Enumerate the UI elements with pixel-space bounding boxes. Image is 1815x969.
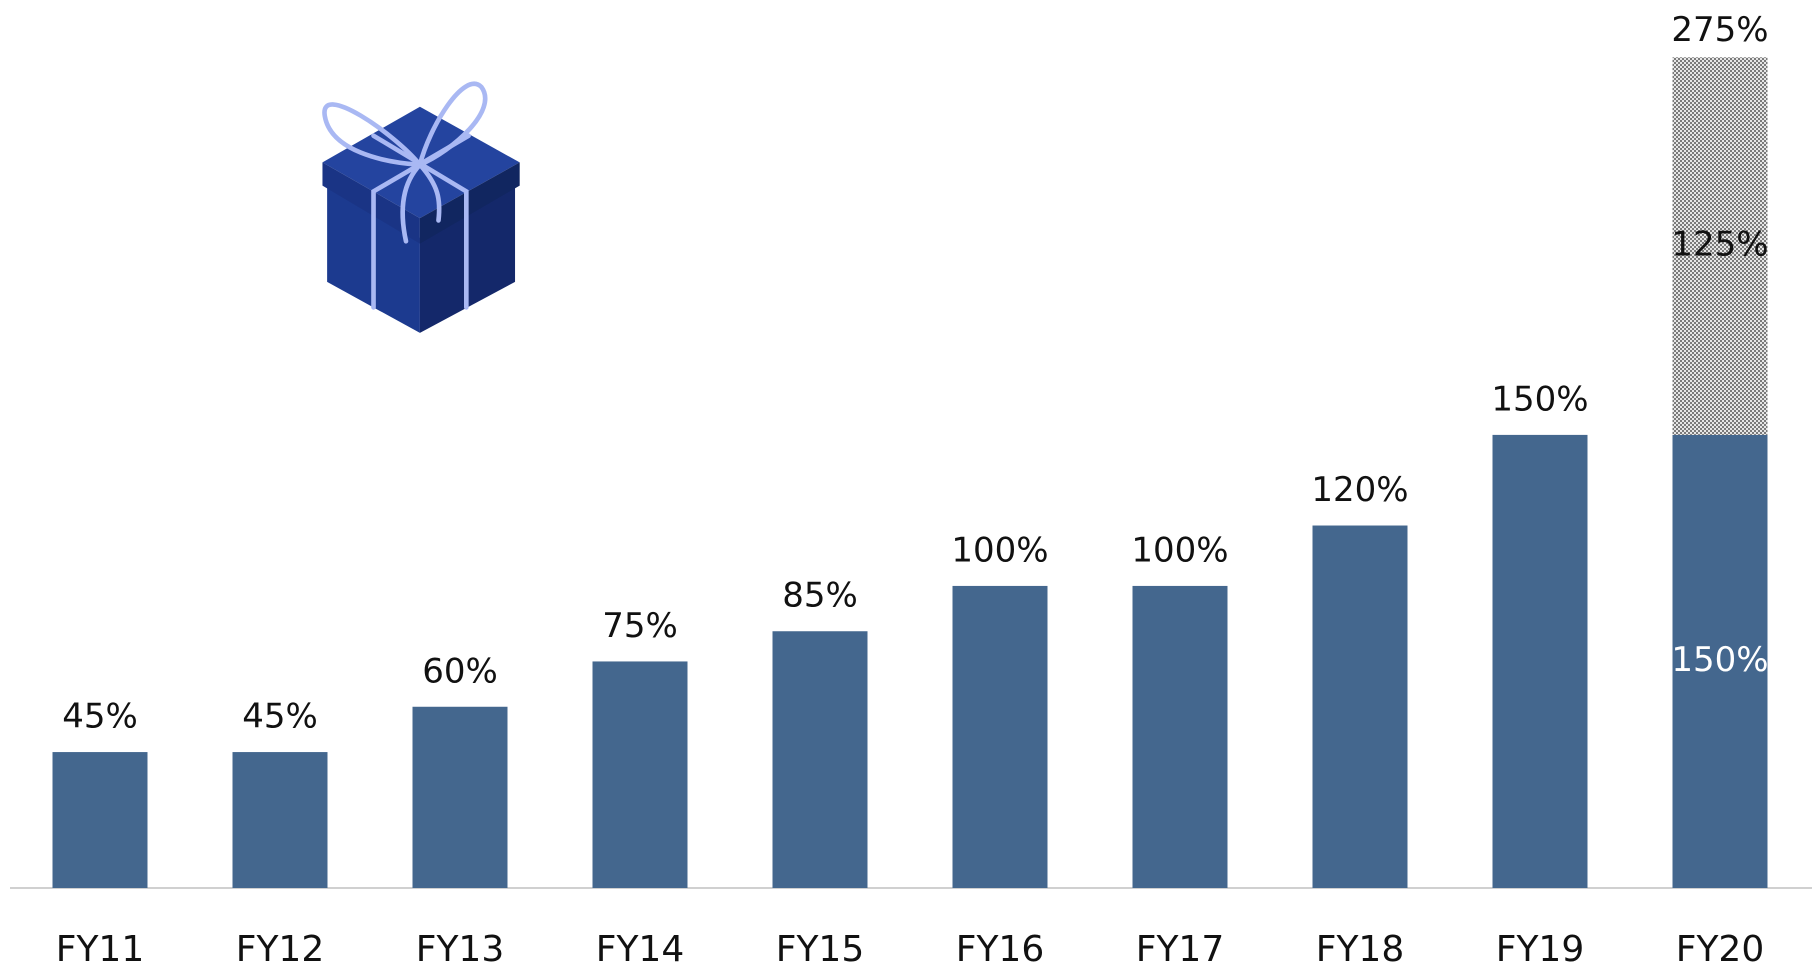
data-label: 60% (422, 651, 498, 691)
bar-segment (1313, 526, 1408, 888)
data-label: 100% (951, 530, 1048, 570)
x-tick-label: FY17 (1136, 929, 1225, 969)
data-label: 150% (1491, 379, 1588, 419)
total-label: 275% (1671, 10, 1768, 50)
data-label: 45% (62, 697, 138, 737)
bar-segment (593, 661, 688, 888)
data-label: 100% (1131, 530, 1228, 570)
x-tick-label: FY11 (56, 929, 145, 969)
bar-segment (413, 707, 508, 888)
x-tick-label: FY15 (776, 929, 865, 969)
bar-segment (1133, 586, 1228, 888)
x-tick-label: FY19 (1496, 929, 1585, 969)
x-tick-label: FY14 (596, 929, 685, 969)
chart: FY11 45% FY12 45% FY13 60% FY14 75% FY15 85% FY16 1… (0, 0, 1815, 969)
bar-segment (953, 586, 1048, 888)
data-label: 120% (1311, 470, 1408, 510)
x-tick-label: FY16 (956, 929, 1045, 969)
data-label: 75% (602, 606, 678, 646)
data-label: 85% (782, 576, 858, 616)
data-label: 150% (1671, 640, 1768, 680)
data-label: 45% (242, 697, 318, 737)
bar-segment (53, 752, 148, 888)
x-tick-label: FY20 (1676, 929, 1765, 969)
x-tick-label: FY18 (1316, 929, 1405, 969)
page: {"chart_data": {"type": "stacked-bar", "… (0, 0, 1815, 969)
bar-segment (1493, 435, 1588, 888)
bar-segment (773, 631, 868, 888)
gift-icon (322, 84, 519, 333)
data-label: 125% (1671, 225, 1768, 265)
x-tick-label: FY12 (236, 929, 325, 969)
bar-segment (233, 752, 328, 888)
x-tick-label: FY13 (416, 929, 505, 969)
